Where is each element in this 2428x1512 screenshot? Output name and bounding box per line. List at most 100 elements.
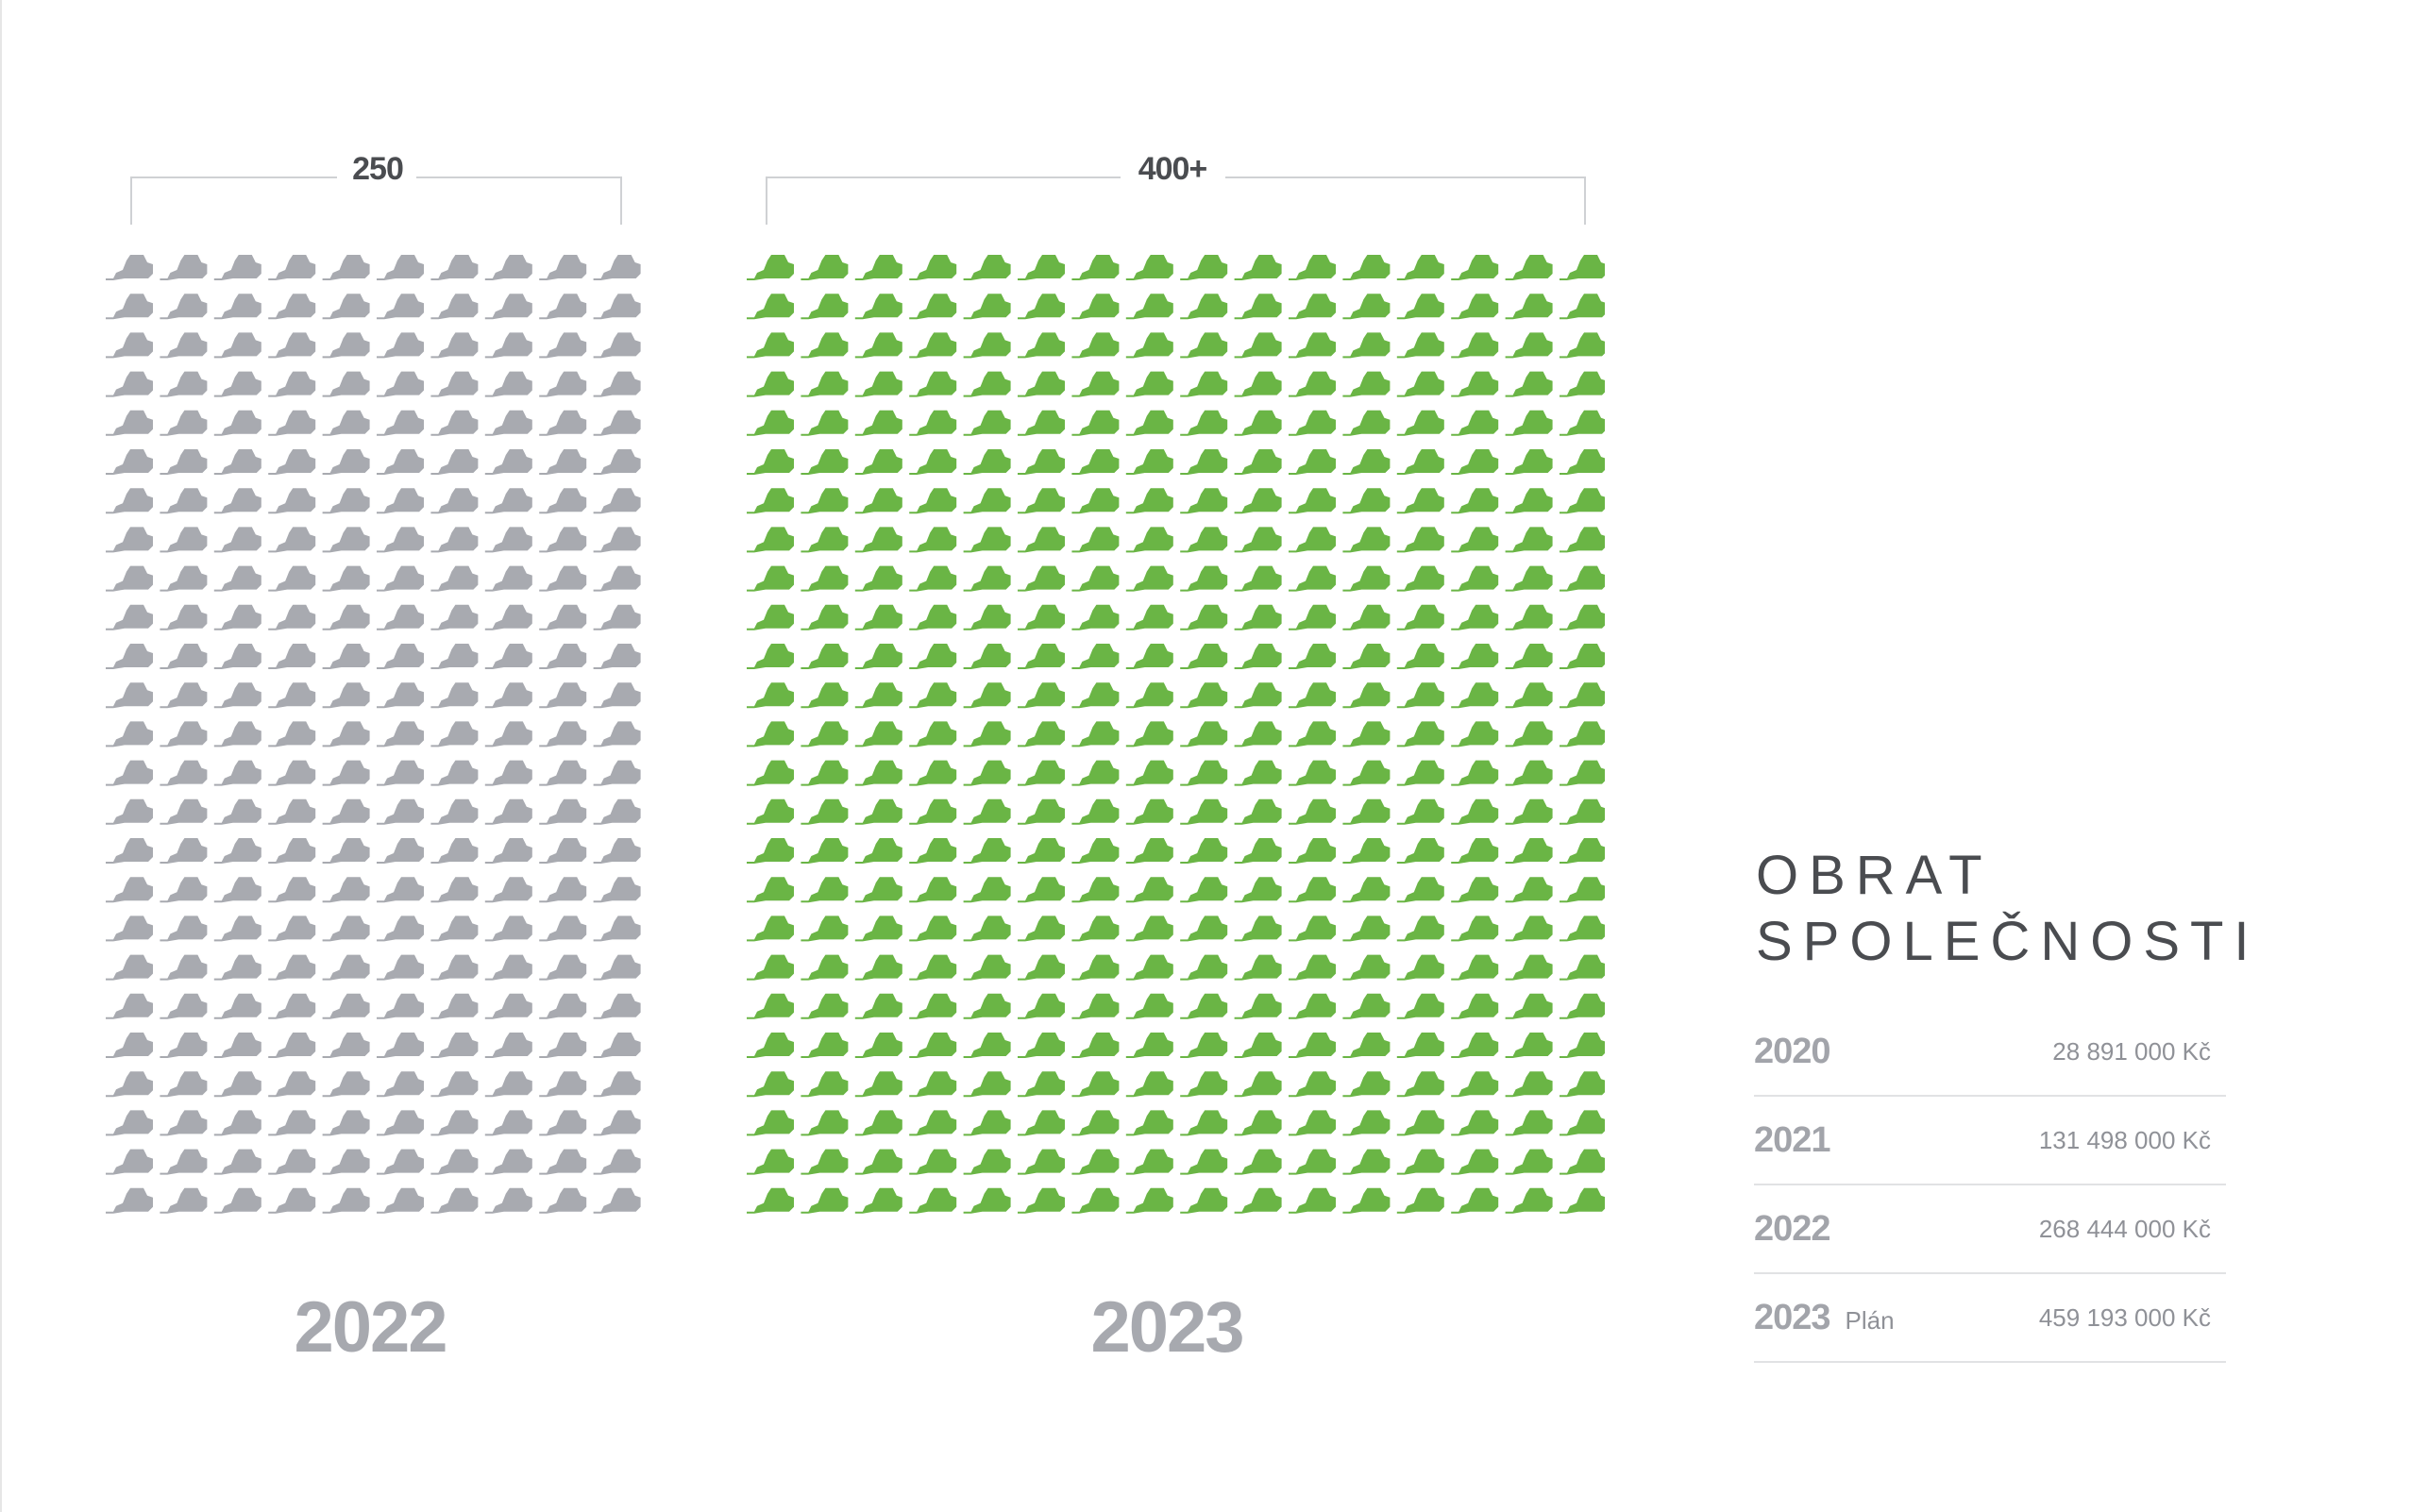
skid-steer-loader-icon [106, 721, 153, 748]
skid-steer-loader-icon [539, 565, 587, 592]
skid-steer-loader-icon [1234, 954, 1282, 981]
turnover-title-line1: OBRAT [1756, 845, 1993, 906]
skid-steer-loader-icon [801, 1033, 849, 1058]
skid-steer-loader-icon [106, 449, 153, 475]
turnover-title: OBRAT SPOLEČNOSTI [1756, 843, 2250, 975]
skid-steer-loader-icon [1451, 916, 1499, 942]
skid-steer-loader-icon [377, 449, 424, 475]
turnover-row: 2022 268 444 000 Kč [1754, 1185, 2226, 1274]
skid-steer-loader-icon [1396, 255, 1444, 280]
skid-steer-loader-icon [1071, 877, 1120, 903]
skid-steer-loader-icon [1018, 1110, 1065, 1136]
skid-steer-loader-icon [430, 1110, 479, 1136]
skid-steer-loader-icon [1289, 371, 1336, 397]
skid-steer-loader-icon [1560, 410, 1605, 436]
skid-steer-loader-icon [106, 1033, 153, 1058]
skid-steer-loader-icon [322, 644, 370, 669]
skid-steer-loader-icon [909, 760, 957, 786]
skid-steer-loader-icon [430, 565, 479, 592]
skid-steer-loader-icon [430, 798, 479, 825]
skid-steer-loader-icon [484, 527, 532, 553]
skid-steer-loader-icon [1180, 1149, 1228, 1175]
skid-steer-loader-icon [539, 449, 587, 475]
skid-steer-loader-icon [322, 332, 370, 359]
skid-steer-loader-icon [854, 371, 902, 397]
skid-steer-loader-icon [484, 1149, 532, 1175]
skid-steer-loader-icon [593, 1187, 641, 1214]
skid-steer-loader-icon [377, 916, 424, 942]
skid-steer-loader-icon [539, 604, 587, 630]
skid-steer-loader-icon [1234, 255, 1282, 280]
skid-steer-loader-icon [322, 877, 370, 903]
skid-steer-loader-icon [1451, 1071, 1499, 1098]
skid-steer-loader-icon [268, 332, 316, 359]
skid-steer-loader-icon [1451, 294, 1499, 320]
skid-steer-loader-icon [1018, 916, 1065, 942]
skid-steer-loader-icon [1560, 682, 1605, 709]
skid-steer-loader-icon [377, 954, 424, 981]
skid-steer-loader-icon [1289, 682, 1336, 709]
skid-steer-loader-icon [160, 760, 208, 786]
skid-steer-loader-icon [160, 1033, 208, 1058]
skid-steer-loader-icon [539, 488, 587, 514]
skid-steer-loader-icon [1071, 527, 1120, 553]
skid-steer-loader-icon [854, 954, 902, 981]
skid-steer-loader-icon [1451, 877, 1499, 903]
skid-steer-loader-icon [377, 1071, 424, 1098]
skid-steer-loader-icon [322, 798, 370, 825]
skid-steer-loader-icon [1505, 294, 1553, 320]
skid-steer-loader-icon [430, 993, 479, 1019]
skid-steer-loader-icon [430, 838, 479, 864]
skid-steer-loader-icon [1396, 1187, 1444, 1214]
skid-steer-loader-icon [1451, 954, 1499, 981]
skid-steer-loader-icon [1125, 838, 1173, 864]
skid-steer-loader-icon [801, 798, 849, 825]
skid-steer-loader-icon [1396, 1033, 1444, 1058]
skid-steer-loader-icon [801, 1071, 849, 1098]
skid-steer-loader-icon [160, 721, 208, 748]
skid-steer-loader-icon [963, 527, 1011, 553]
skid-steer-loader-icon [539, 954, 587, 981]
turnover-year: 2023 [1754, 1297, 1831, 1337]
skid-steer-loader-icon [1560, 1033, 1605, 1058]
skid-steer-loader-icon [747, 721, 794, 748]
skid-steer-loader-icon [963, 760, 1011, 786]
skid-steer-loader-icon [1505, 916, 1553, 942]
skid-steer-loader-icon [213, 449, 261, 475]
skid-steer-loader-icon [213, 877, 261, 903]
skid-steer-loader-icon [322, 371, 370, 397]
skid-steer-loader-icon [1396, 565, 1444, 592]
skid-steer-loader-icon [1342, 255, 1391, 280]
skid-steer-loader-icon [909, 294, 957, 320]
skid-steer-loader-icon [539, 877, 587, 903]
skid-steer-loader-icon [484, 916, 532, 942]
skid-steer-loader-icon [430, 294, 479, 320]
skid-steer-loader-icon [1018, 488, 1065, 514]
skid-steer-loader-icon [1560, 798, 1605, 825]
skid-steer-loader-icon [1505, 604, 1553, 630]
skid-steer-loader-icon [322, 682, 370, 709]
skid-steer-loader-icon [1396, 760, 1444, 786]
skid-steer-loader-icon [213, 644, 261, 669]
skid-steer-loader-icon [268, 682, 316, 709]
skid-steer-loader-icon [213, 371, 261, 397]
skid-steer-loader-icon [430, 410, 479, 436]
skid-steer-loader-icon [539, 760, 587, 786]
skid-steer-loader-icon [430, 644, 479, 669]
skid-steer-loader-icon [1342, 877, 1391, 903]
skid-steer-loader-icon [377, 1149, 424, 1175]
turnover-row: 2020 28 891 000 Kč [1754, 1008, 2226, 1097]
skid-steer-loader-icon [1560, 954, 1605, 981]
skid-steer-loader-icon [593, 371, 641, 397]
skid-steer-loader-icon [854, 488, 902, 514]
skid-steer-loader-icon [1071, 255, 1120, 280]
skid-steer-loader-icon [539, 993, 587, 1019]
skid-steer-loader-icon [430, 255, 479, 280]
skid-steer-loader-icon [484, 1071, 532, 1098]
skid-steer-loader-icon [430, 332, 479, 359]
skid-steer-loader-icon [1071, 410, 1120, 436]
skid-steer-loader-icon [213, 916, 261, 942]
bracket-2023: 400+ [766, 151, 1586, 225]
skid-steer-loader-icon [1342, 721, 1391, 748]
skid-steer-loader-icon [1018, 565, 1065, 592]
